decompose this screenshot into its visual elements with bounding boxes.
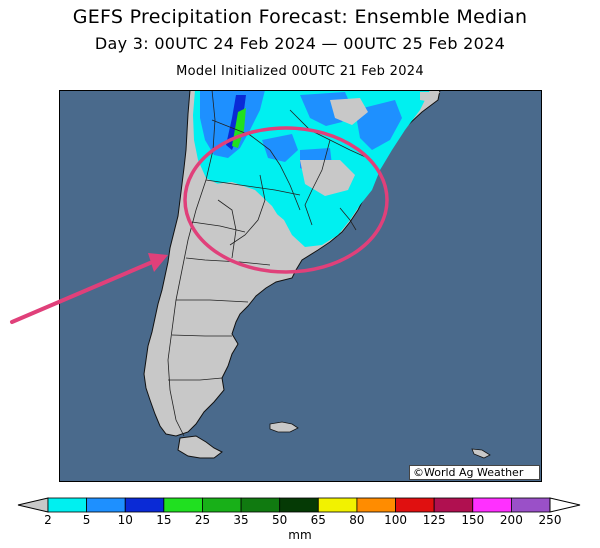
colorbar-swatch-12 [510, 497, 551, 513]
colorbar-swatch-7 [317, 497, 358, 513]
colorbar-swatch-2 [124, 497, 165, 513]
colorbar-tick-150: 150 [461, 513, 485, 527]
colorbar-tick-5: 5 [82, 513, 91, 527]
land-south-georgia [471, 448, 491, 459]
map-title: GEFS Precipitation Forecast: Ensemble Me… [72, 6, 528, 28]
colorbar-tick-35: 35 [233, 513, 249, 527]
world-ag-weather-credit: ©World Ag Weather [409, 465, 540, 480]
highlight-circle [183, 126, 389, 274]
colorbar-tick-10: 10 [117, 513, 133, 527]
colorbar-swatch-10 [433, 497, 474, 513]
colorbar-swatch-4 [202, 497, 242, 513]
colorbar-tick-250: 250 [538, 513, 562, 527]
colorbar-tick-2: 2 [44, 513, 52, 527]
colorbar-swatch-11 [472, 497, 512, 513]
model-init-time: Model Initialized 00UTC 21 Feb 2024 [176, 64, 424, 79]
colorbar-tick-80: 80 [349, 513, 365, 527]
colorbar-units: mm [288, 528, 312, 542]
land-falkland-islands [269, 421, 299, 433]
highlight-arrow-shaft [10, 261, 152, 324]
land-tierra-del-fuego [177, 435, 223, 459]
colorbar-swatch-6 [279, 497, 319, 513]
political-boundaries [167, 90, 373, 437]
colorbar-under-triangle [17, 497, 49, 513]
colorbar-swatch-1 [86, 497, 126, 513]
colorbar-tick-50: 50 [272, 513, 288, 527]
colorbar-tick-65: 65 [310, 513, 326, 527]
highlight-arrow-head [148, 253, 168, 272]
highlight-annotation [183, 126, 389, 274]
colorbar-swatch-9 [395, 497, 435, 513]
colorbar-swatch-5 [240, 497, 281, 513]
colorbar-swatch-0 [47, 497, 88, 513]
colorbar-tick-100: 100 [384, 513, 407, 527]
precipitation-colorbar [17, 497, 581, 513]
colorbar-tick-25: 25 [194, 513, 211, 527]
colorbar-over-triangle [549, 497, 581, 513]
precipitation-map [10, 90, 542, 482]
colorbar-tick-15: 15 [156, 513, 172, 527]
colorbar-swatch-3 [163, 497, 203, 513]
colorbar-tick-200: 200 [499, 513, 523, 527]
forecast-period: Day 3: 00UTC 24 Feb 2024 — 00UTC 25 Feb … [94, 34, 506, 53]
colorbar-tick-125: 125 [422, 513, 446, 527]
colorbar-swatch-8 [356, 497, 396, 513]
